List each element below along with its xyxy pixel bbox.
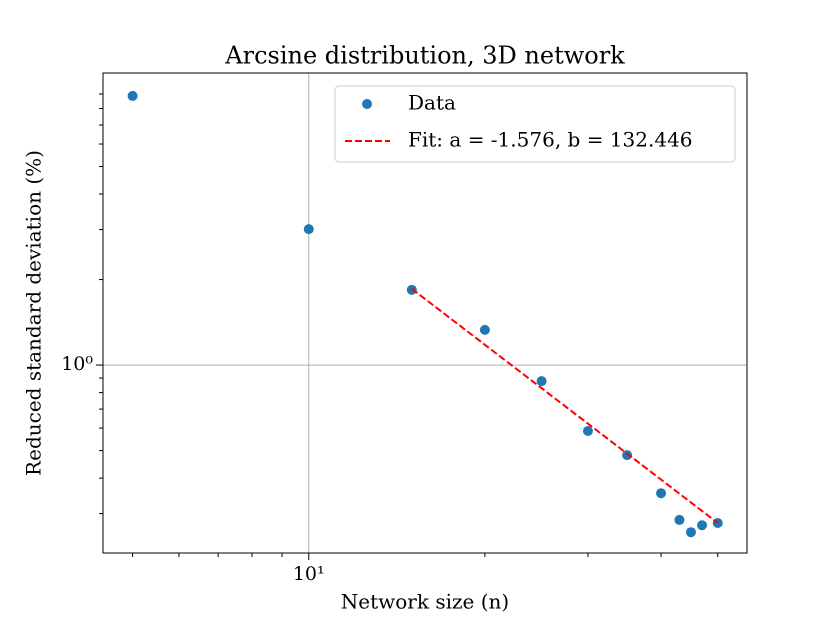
fit-line: [411, 288, 719, 524]
legend-marker: [362, 99, 372, 109]
legend-label: Fit: a = -1.576, b = 132.446: [408, 128, 693, 152]
data-point: [622, 450, 633, 461]
y-axis-label: Reduced standard deviation (%): [22, 150, 46, 476]
y-tick-label: 10⁰: [61, 353, 93, 375]
x-axis-label: Network size (n): [341, 590, 509, 614]
chart-title: Arcsine distribution, 3D network: [224, 42, 625, 70]
legend-label: Data: [408, 91, 456, 115]
x-tick-label: 10¹: [293, 563, 325, 585]
data-point: [479, 324, 490, 335]
data-point: [536, 376, 547, 387]
data-point: [685, 527, 696, 538]
data-point: [303, 224, 314, 235]
data-point: [674, 514, 685, 525]
data-point: [656, 488, 667, 499]
legend-box: [334, 85, 736, 163]
data-point: [127, 90, 138, 101]
data-point: [582, 426, 593, 437]
legend: Data Fit: a = -1.576, b = 132.446: [334, 85, 736, 163]
data-point: [697, 520, 708, 531]
plot-frame: [102, 72, 748, 554]
